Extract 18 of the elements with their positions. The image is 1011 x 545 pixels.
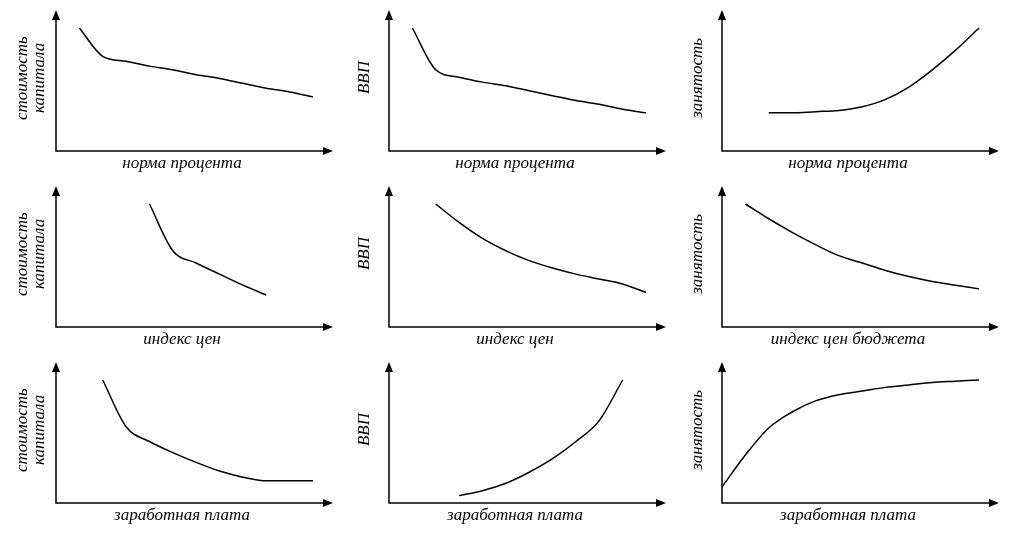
- x-axis-title: заработная плата: [446, 505, 584, 525]
- x-axis-title: норма процента: [121, 153, 243, 173]
- x-axis-title: индекс цен: [142, 329, 222, 349]
- y-axis-title: занятость: [686, 214, 706, 294]
- y-axis-title: занятость: [686, 390, 706, 470]
- x-axis-title: норма процента: [454, 153, 576, 173]
- x-axis-title: заработная плата: [113, 505, 251, 525]
- x-axis-title: заработная плата: [779, 505, 917, 525]
- y-axis-title: ВВП: [353, 413, 373, 447]
- y-axis-title: занятость: [686, 38, 706, 118]
- x-axis-title: индекс цен бюджета: [769, 329, 927, 349]
- y-axis-title: ВВП: [353, 61, 373, 95]
- x-axis-title: норма процента: [787, 153, 909, 173]
- x-axis-title: индекс цен: [475, 329, 555, 349]
- y-axis-title: стоимость капитала: [12, 387, 48, 474]
- y-axis-title: стоимость капитала: [12, 35, 48, 122]
- y-axis-title: ВВП: [353, 237, 373, 271]
- y-axis-title: стоимость капитала: [12, 211, 48, 298]
